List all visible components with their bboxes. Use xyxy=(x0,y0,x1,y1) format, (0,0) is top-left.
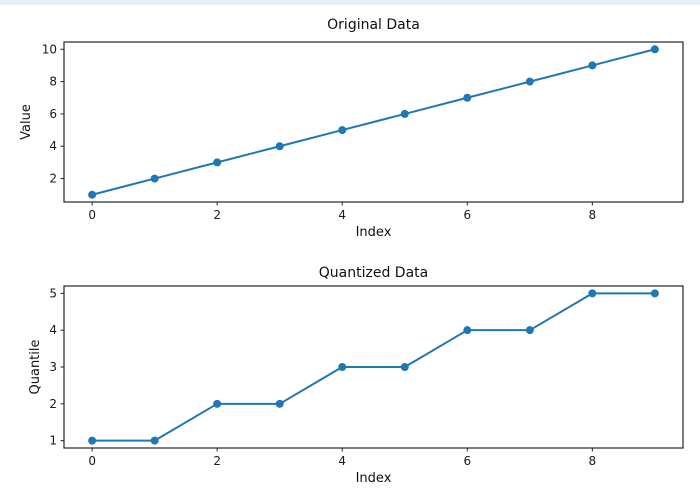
data-line xyxy=(91,292,656,442)
x-tick-label: 2 xyxy=(213,454,221,468)
plot-border xyxy=(63,285,684,449)
data-point xyxy=(400,363,409,371)
x-axis-label-index-top: Index xyxy=(355,225,392,240)
y-tick-label: 2 xyxy=(49,397,57,411)
data-line xyxy=(91,48,656,196)
plot-border xyxy=(63,41,684,203)
data-point xyxy=(150,436,159,445)
x-tick-label: 0 xyxy=(88,208,96,222)
y-axis-label-value: Value xyxy=(19,104,34,140)
data-point xyxy=(88,190,97,199)
data-point xyxy=(463,93,472,102)
x-tick-label: 8 xyxy=(589,208,597,222)
x-tick-label: 8 xyxy=(589,454,597,468)
y-tick-label: 2 xyxy=(49,172,57,186)
data-point xyxy=(213,399,222,408)
y-tick-label: 3 xyxy=(49,360,57,374)
data-point xyxy=(588,289,597,298)
data-point xyxy=(150,174,159,183)
page-top-strip xyxy=(0,0,700,5)
chart-0: 0 2 4 6 8 2 4 6 8 10 xyxy=(42,41,684,222)
data-point xyxy=(275,142,284,151)
x-axis-label-index-bottom: Index xyxy=(355,471,392,486)
data-point xyxy=(588,61,597,70)
x-tick-label: 0 xyxy=(88,454,96,468)
data-point xyxy=(525,77,534,86)
y-tick-label: 6 xyxy=(49,107,57,121)
data-point xyxy=(525,326,534,335)
data-point xyxy=(400,109,409,118)
x-tick-label: 2 xyxy=(213,208,221,222)
y-tick-label: 8 xyxy=(49,75,57,89)
y-tick-label: 4 xyxy=(49,323,57,337)
y-axis-label-quantile: Quantile xyxy=(28,339,43,395)
data-point xyxy=(338,363,347,371)
chart-title-quantized: Quantized Data xyxy=(318,265,429,281)
y-tick-label: 4 xyxy=(49,139,57,153)
data-point xyxy=(213,158,222,167)
data-point xyxy=(650,289,659,298)
chart-title-original: Original Data xyxy=(327,17,420,33)
y-tick-label: 5 xyxy=(49,286,57,300)
data-point xyxy=(463,326,472,335)
y-tick-label: 10 xyxy=(42,42,57,56)
data-point xyxy=(338,126,347,135)
x-tick-label: 6 xyxy=(463,454,471,468)
chart-1: 0 2 4 6 8 1 2 3 4 5 xyxy=(49,285,684,468)
data-point xyxy=(88,436,97,445)
x-tick-label: 4 xyxy=(338,454,346,468)
data-point xyxy=(275,399,284,408)
data-point xyxy=(650,45,659,54)
x-tick-label: 4 xyxy=(338,208,346,222)
x-tick-label: 6 xyxy=(463,208,471,222)
y-tick-label: 1 xyxy=(49,434,57,448)
